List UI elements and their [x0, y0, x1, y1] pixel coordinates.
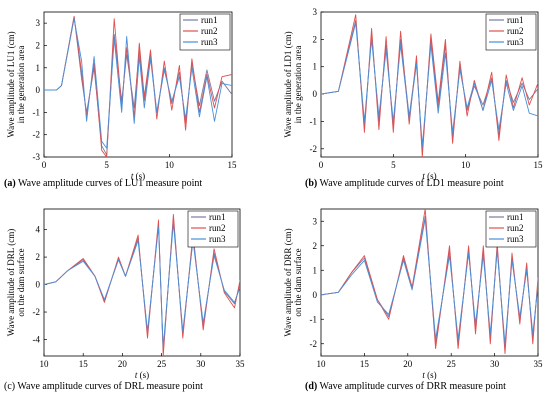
x-tick-label: 25: [447, 359, 457, 369]
x-tick-label: 15: [79, 359, 89, 369]
y-tick-label: -2: [310, 339, 318, 349]
legend-label-run1: run1: [507, 212, 524, 222]
y-tick-label: 1: [313, 265, 318, 275]
series-line-run3: [321, 218, 538, 345]
x-tick-label: 0: [42, 160, 47, 170]
y-tick-label: 1: [36, 63, 41, 73]
legend-label-run3: run3: [209, 234, 226, 244]
x-tick-label: 10: [165, 160, 175, 170]
chart-caption: (a) Wave amplitude curves of LU1 measure…: [4, 178, 202, 189]
x-tick-label: 20: [403, 359, 413, 369]
x-tick-label: 35: [236, 359, 246, 369]
y-tick-label: -4: [33, 335, 41, 345]
series-group: [321, 209, 538, 355]
x-tick-label: 5: [104, 160, 109, 170]
series-group: [44, 214, 240, 356]
legend-label-run1: run1: [507, 15, 524, 25]
chart-caption: (c) Wave amplitude curves of DRL measure…: [4, 381, 203, 392]
chart-caption: (b) Wave amplitude curves of LD1 measure…: [305, 178, 504, 189]
y-tick-label: 2: [313, 34, 318, 44]
x-tick-label: 20: [118, 359, 128, 369]
y-tick-label: 0: [36, 85, 41, 95]
series-line-run3: [44, 222, 240, 349]
legend-label-run1: run1: [201, 15, 218, 25]
series-line-run3: [44, 18, 232, 149]
x-axis-label: t (s): [131, 171, 145, 181]
y-tick-label: 2: [36, 252, 41, 262]
x-axis-label: t (s): [135, 370, 149, 380]
series-line-run2: [44, 16, 232, 157]
y-tick-label: -3: [33, 152, 41, 162]
y-tick-label: 2: [313, 241, 318, 251]
x-tick-label: 15: [360, 359, 370, 369]
y-axis-label: Wave amplitude of DRR (cm): [283, 228, 293, 336]
chart-caption: (d) Wave amplitude curves of DRR measure…: [305, 381, 506, 392]
y-tick-label: 0: [36, 280, 41, 290]
x-tick-label: 15: [228, 160, 238, 170]
x-tick-label: 30: [490, 359, 500, 369]
y-tick-label: -1: [33, 107, 41, 117]
y-tick-label: -1: [310, 116, 318, 126]
y-tick-label: 0: [313, 89, 318, 99]
y-tick-label: -2: [310, 144, 318, 154]
y-tick-label: 3: [36, 18, 41, 28]
legend-label-run3: run3: [507, 234, 524, 244]
legend-label-run2: run2: [507, 26, 524, 36]
legend-label-run2: run2: [201, 26, 218, 36]
x-tick-label: 35: [534, 359, 544, 369]
x-tick-label: 10: [317, 359, 327, 369]
legend-label-run3: run3: [201, 37, 218, 47]
x-tick-label: 10: [40, 359, 50, 369]
x-axis-label: t (s): [422, 370, 436, 380]
y-tick-label: -2: [33, 307, 41, 317]
x-tick-label: 10: [461, 160, 471, 170]
y-axis-label-line2: on the dam surface: [16, 248, 26, 316]
legend-label-run2: run2: [209, 223, 226, 233]
y-axis-label-line2: on the dam surface: [293, 248, 303, 316]
y-tick-label: 2: [36, 40, 41, 50]
y-tick-label: -1: [310, 314, 318, 324]
y-tick-label: 1: [313, 62, 318, 72]
x-tick-label: 0: [319, 160, 324, 170]
plot-frame: [320, 11, 539, 158]
x-axis-label: t (s): [422, 171, 436, 181]
y-axis-label-line2: in the generation area: [16, 46, 26, 124]
legend-label-run1: run1: [209, 212, 226, 222]
y-tick-label: 4: [36, 225, 41, 235]
y-tick-label: 3: [313, 216, 318, 226]
series-group: [321, 14, 538, 157]
x-tick-label: 15: [534, 160, 544, 170]
y-axis-label-line2: in the generation area: [293, 46, 303, 124]
y-tick-label: 0: [313, 290, 318, 300]
y-axis-label: Wave amplitude of LU1 (cm): [6, 31, 16, 137]
series-line-run3: [321, 22, 538, 147]
legend-label-run2: run2: [507, 223, 524, 233]
series-group: [44, 16, 232, 157]
y-axis-label: Wave amplitude of LD1 (cm): [283, 31, 293, 137]
y-tick-label: 3: [313, 7, 318, 17]
x-tick-label: 30: [196, 359, 206, 369]
y-axis-label: Wave amplitude of DRL (cm): [6, 229, 16, 336]
y-tick-label: -2: [33, 130, 41, 140]
x-tick-label: 25: [157, 359, 167, 369]
x-tick-label: 5: [391, 160, 396, 170]
legend-label-run3: run3: [507, 37, 524, 47]
plot-frame: [43, 11, 233, 158]
